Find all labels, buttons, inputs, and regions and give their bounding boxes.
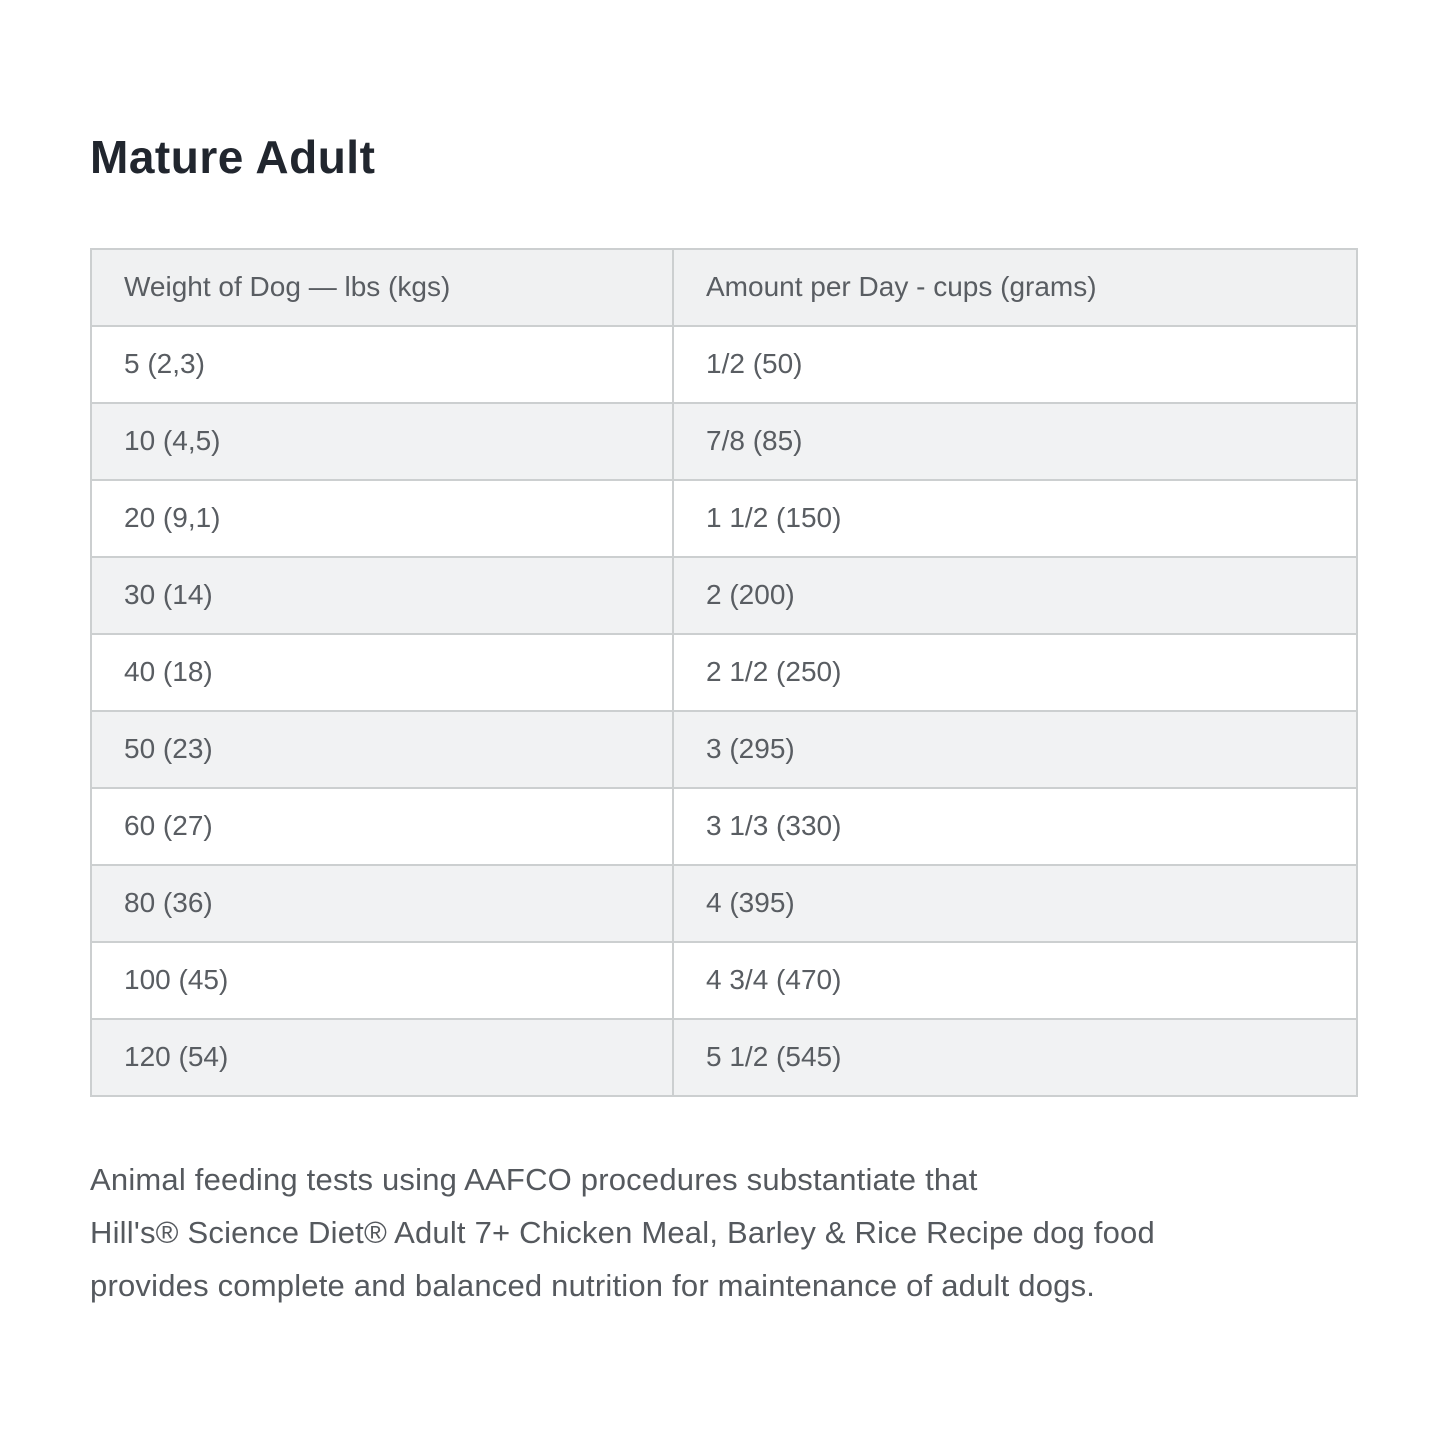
- amount-cell: 1 1/2 (150): [672, 478, 1358, 558]
- table-row: 60 (27) 3 1/3 (330): [90, 786, 1358, 866]
- weight-cell: 60 (27): [90, 786, 674, 866]
- amount-cell: 3 (295): [672, 709, 1358, 789]
- weight-cell: 100 (45): [90, 940, 674, 1020]
- table-row: 10 (4,5) 7/8 (85): [90, 401, 1358, 481]
- aafco-statement-line: Hill's® Science Diet® Adult 7+ Chicken M…: [90, 1214, 1155, 1250]
- table-header-row: Weight of Dog — lbs (kgs) Amount per Day…: [90, 247, 1358, 327]
- amount-cell: 1/2 (50): [672, 324, 1358, 404]
- weight-cell: 50 (23): [90, 709, 674, 789]
- weight-cell: 30 (14): [90, 555, 674, 635]
- table-row: 30 (14) 2 (200): [90, 555, 1358, 635]
- amount-cell: 3 1/3 (330): [672, 786, 1358, 866]
- weight-cell: 80 (36): [90, 863, 674, 943]
- page-title: Mature Adult: [90, 131, 376, 183]
- table-row: 120 (54) 5 1/2 (545): [90, 1017, 1358, 1097]
- aafco-statement: Animal feeding tests using AAFCO procedu…: [90, 1153, 1356, 1312]
- amount-cell: 2 (200): [672, 555, 1358, 635]
- column-header-weight: Weight of Dog — lbs (kgs): [90, 247, 674, 327]
- amount-cell: 5 1/2 (545): [672, 1017, 1358, 1097]
- table-row: 80 (36) 4 (395): [90, 863, 1358, 943]
- table-row: 40 (18) 2 1/2 (250): [90, 632, 1358, 712]
- weight-cell: 20 (9,1): [90, 478, 674, 558]
- amount-cell: 7/8 (85): [672, 401, 1358, 481]
- amount-cell: 4 (395): [672, 863, 1358, 943]
- weight-cell: 120 (54): [90, 1017, 674, 1097]
- feeding-guide-table: Weight of Dog — lbs (kgs) Amount per Day…: [90, 247, 1358, 1097]
- page: Mature Adult Weight of Dog — lbs (kgs) A…: [90, 131, 1358, 1312]
- weight-cell: 40 (18): [90, 632, 674, 712]
- amount-cell: 4 3/4 (470): [672, 940, 1358, 1020]
- table-row: 20 (9,1) 1 1/2 (150): [90, 478, 1358, 558]
- table-row: 50 (23) 3 (295): [90, 709, 1358, 789]
- weight-cell: 5 (2,3): [90, 324, 674, 404]
- weight-cell: 10 (4,5): [90, 401, 674, 481]
- table-row: 5 (2,3) 1/2 (50): [90, 324, 1358, 404]
- aafco-statement-line: Animal feeding tests using AAFCO procedu…: [90, 1161, 978, 1197]
- table-row: 100 (45) 4 3/4 (470): [90, 940, 1358, 1020]
- amount-cell: 2 1/2 (250): [672, 632, 1358, 712]
- column-header-amount: Amount per Day - cups (grams): [672, 247, 1358, 327]
- aafco-statement-line: provides complete and balanced nutrition…: [90, 1267, 1096, 1303]
